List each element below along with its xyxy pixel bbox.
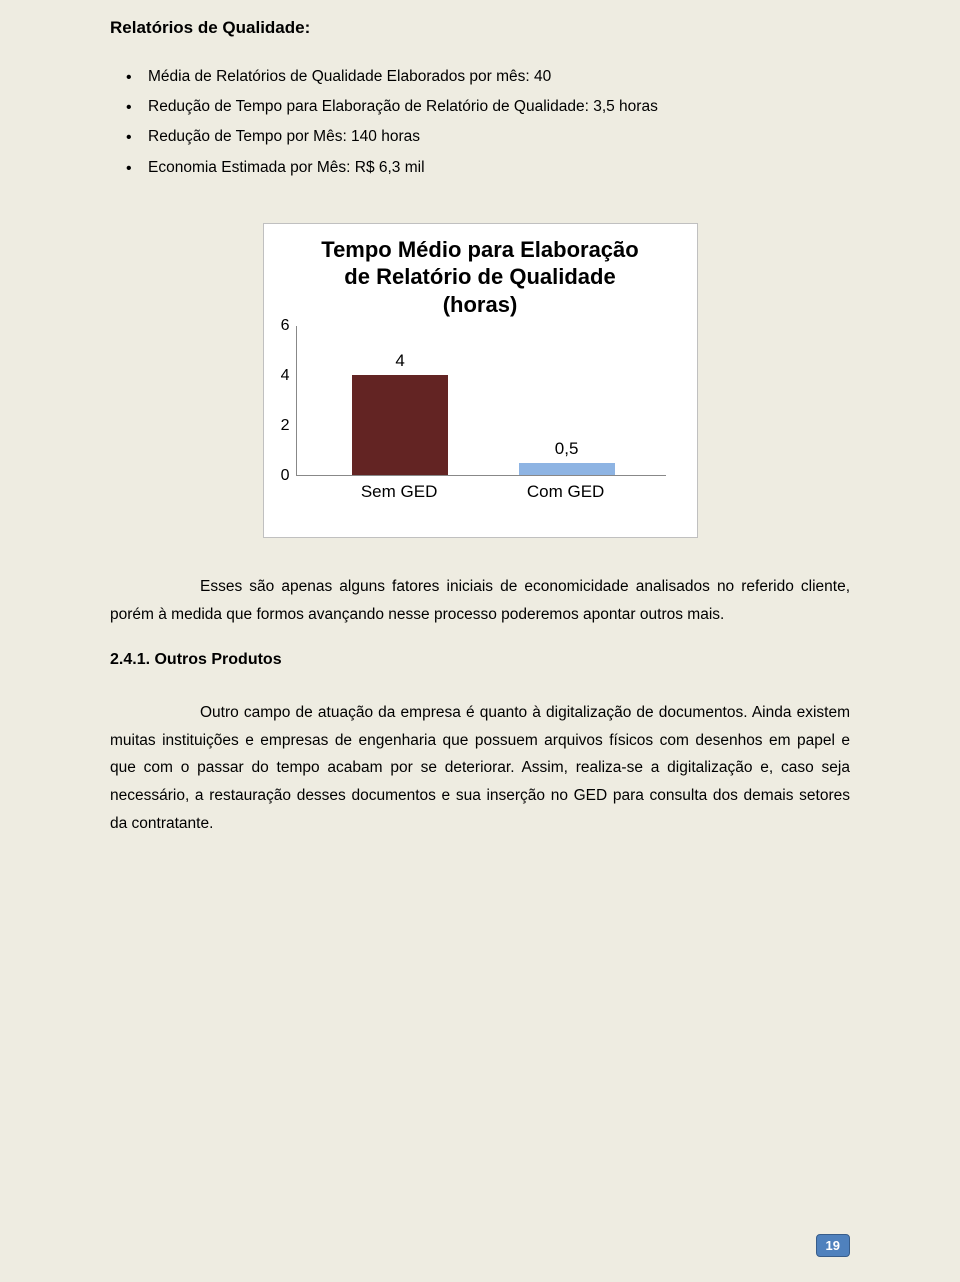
bullet-item: Redução de Tempo por Mês: 140 horas: [148, 122, 850, 152]
bullet-item: Economia Estimada por Mês: R$ 6,3 mil: [148, 153, 850, 183]
chart-title: Tempo Médio para Elaboração de Relatório…: [272, 236, 689, 319]
y-tick: 0: [281, 467, 290, 485]
document-page: Relatórios de Qualidade: Média de Relató…: [0, 0, 960, 1282]
paragraph: Outro campo de atuação da empresa é quan…: [110, 699, 850, 838]
chart-container: Tempo Médio para Elaboração de Relatório…: [263, 223, 698, 538]
x-axis: Sem GED Com GED: [294, 476, 684, 506]
y-axis: 6 4 2 0: [272, 326, 292, 476]
bullet-item: Redução de Tempo para Elaboração de Rela…: [148, 92, 850, 122]
y-tick: 6: [281, 317, 290, 335]
subheading: 2.4.1. Outros Produtos: [110, 651, 850, 669]
y-tick: 2: [281, 417, 290, 435]
chart-plot: 6 4 2 0 40,5: [294, 326, 684, 476]
y-tick: 4: [281, 367, 290, 385]
chart-title-line: de Relatório de Qualidade: [344, 264, 615, 289]
bar-value-label: 4: [352, 351, 448, 371]
paragraph: Esses são apenas alguns fatores iniciais…: [110, 573, 850, 629]
bar-value-label: 0,5: [519, 439, 615, 459]
x-tick-label: Com GED: [527, 482, 604, 502]
plot-area: 40,5: [296, 326, 666, 476]
section-title: Relatórios de Qualidade:: [110, 18, 850, 38]
x-tick-label: Sem GED: [361, 482, 438, 502]
bullet-item: Média de Relatórios de Qualidade Elabora…: [148, 62, 850, 92]
bullet-list: Média de Relatórios de Qualidade Elabora…: [110, 62, 850, 183]
chart-title-line: (horas): [443, 292, 518, 317]
chart-bar: 4: [352, 375, 448, 475]
page-number: 19: [816, 1234, 850, 1257]
chart-bar: 0,5: [519, 463, 615, 476]
chart-title-line: Tempo Médio para Elaboração: [321, 237, 638, 262]
